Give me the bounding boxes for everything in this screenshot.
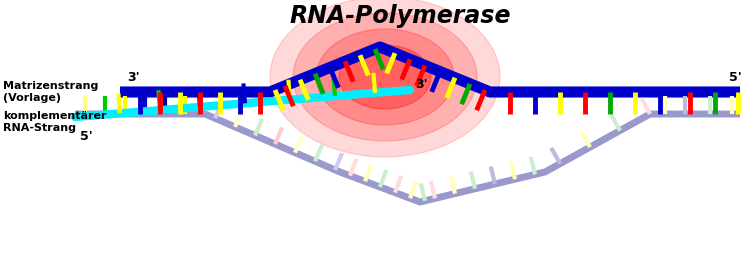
Ellipse shape [270,0,500,157]
Text: RNA-Polymerase: RNA-Polymerase [290,4,511,28]
Ellipse shape [316,29,454,125]
Text: 5': 5' [729,71,742,84]
Text: 3': 3' [127,71,140,84]
Text: Matrizenstrang
(Vorlage): Matrizenstrang (Vorlage) [3,81,98,103]
Ellipse shape [293,13,477,141]
Text: komplementärer
RNA-Strang: komplementärer RNA-Strang [3,111,106,133]
Text: 3': 3' [415,78,428,90]
Ellipse shape [339,45,431,109]
Text: 5': 5' [80,130,93,143]
